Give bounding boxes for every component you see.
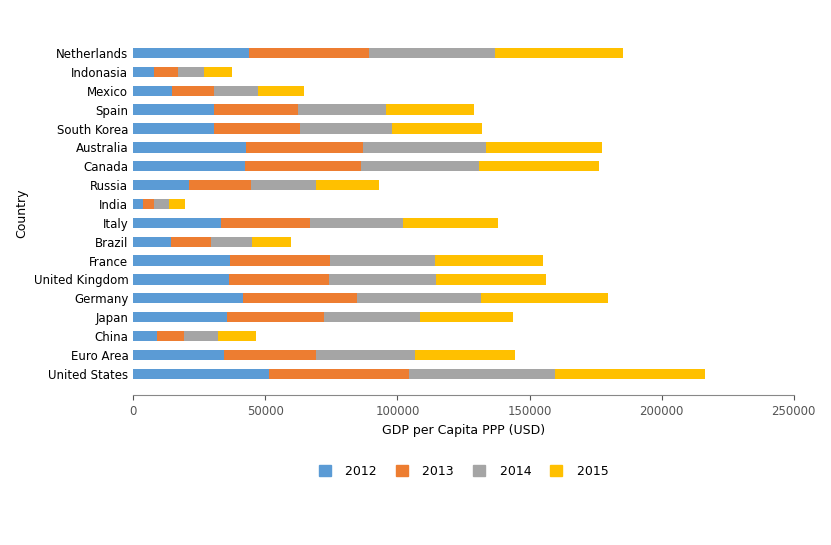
Bar (361, 161, 479, 172)
Bar (230, 256, 330, 266)
Bar (415, 350, 515, 360)
Bar (214, 105, 297, 115)
Bar (169, 199, 185, 209)
Bar (420, 312, 513, 322)
Bar (252, 237, 292, 247)
Bar (243, 293, 357, 304)
Bar (143, 199, 154, 209)
Bar (214, 123, 301, 134)
Bar (184, 331, 218, 341)
Bar (133, 256, 230, 266)
Bar (435, 256, 543, 266)
Bar (133, 105, 214, 115)
Bar (172, 86, 214, 96)
Bar (258, 86, 303, 96)
Bar (481, 293, 608, 304)
Bar (554, 368, 705, 379)
Bar (133, 142, 246, 153)
Bar (363, 142, 485, 153)
Bar (214, 86, 258, 96)
Bar (269, 368, 410, 379)
Bar (133, 161, 245, 172)
Bar (133, 274, 229, 284)
Bar (251, 180, 316, 190)
Bar (155, 66, 178, 77)
Bar (221, 217, 310, 228)
Bar (154, 199, 169, 209)
Bar (391, 123, 482, 134)
Bar (479, 161, 599, 172)
Bar (178, 66, 204, 77)
Bar (436, 274, 546, 284)
Bar (218, 331, 255, 341)
Bar (485, 142, 602, 153)
Bar (357, 293, 481, 304)
Bar (133, 86, 172, 96)
Bar (133, 368, 269, 379)
Bar (158, 331, 184, 341)
Bar (133, 331, 158, 341)
Bar (386, 105, 474, 115)
Bar (410, 368, 554, 379)
Bar (133, 293, 243, 304)
Y-axis label: Country: Country (15, 189, 28, 238)
X-axis label: GDP per Capita PPP (USD): GDP per Capita PPP (USD) (382, 423, 545, 437)
Bar (133, 66, 155, 77)
Bar (133, 48, 249, 58)
Bar (204, 66, 232, 77)
Bar (170, 237, 211, 247)
Bar (246, 142, 363, 153)
Bar (227, 312, 324, 322)
Bar (297, 105, 386, 115)
Bar (133, 237, 170, 247)
Bar (316, 180, 379, 190)
Bar (403, 217, 498, 228)
Bar (133, 350, 224, 360)
Bar (245, 161, 361, 172)
Bar (133, 123, 214, 134)
Bar (324, 312, 420, 322)
Bar (329, 274, 436, 284)
Bar (224, 350, 316, 360)
Bar (211, 237, 252, 247)
Legend:   2012,   2013,   2014,   2015: 2012, 2013, 2014, 2015 (313, 460, 613, 483)
Bar (301, 123, 391, 134)
Bar (133, 217, 221, 228)
Bar (330, 256, 435, 266)
Bar (189, 180, 251, 190)
Bar (249, 48, 370, 58)
Bar (229, 274, 329, 284)
Bar (133, 312, 227, 322)
Bar (310, 217, 403, 228)
Bar (133, 199, 143, 209)
Bar (370, 48, 495, 58)
Bar (495, 48, 623, 58)
Bar (133, 180, 189, 190)
Bar (316, 350, 415, 360)
